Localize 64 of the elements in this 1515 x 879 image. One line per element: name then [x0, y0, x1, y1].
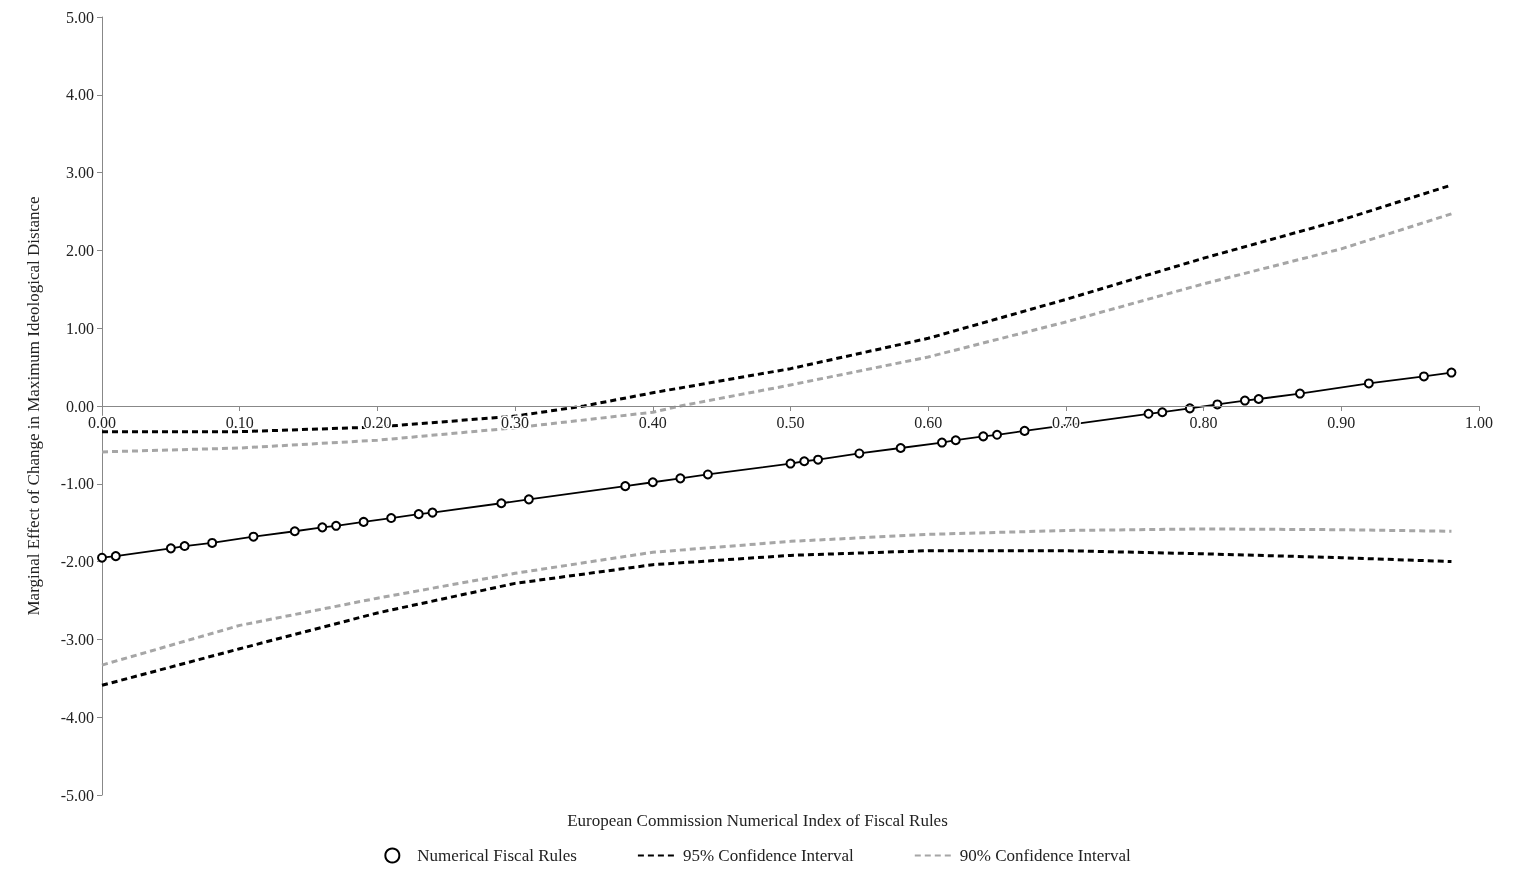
point: [1184, 403, 1195, 414]
point: [523, 494, 534, 505]
legend-label: Numerical Fiscal Rules: [417, 846, 577, 865]
point: [1446, 367, 1457, 378]
x-tick-label: 0.80: [1189, 413, 1218, 431]
y-tick-label: 0.00: [66, 397, 94, 415]
y-axis-title: Marginal Effect of Change in Maximum Ideological Distance: [24, 196, 43, 616]
point: [1239, 395, 1250, 406]
x-tick-label: 0.10: [225, 413, 254, 431]
point: [358, 516, 369, 527]
y-tick-label: -1.00: [60, 475, 94, 493]
x-axis-title: European Commission Numerical Index of Fiscal Rules: [567, 811, 948, 830]
point: [785, 458, 796, 469]
point: [620, 481, 631, 492]
point: [647, 477, 658, 488]
point: [950, 435, 961, 446]
x-tick-label: 0.60: [914, 413, 943, 431]
y-tick-label: 1.00: [66, 319, 94, 337]
x-tick-label: 1.00: [1465, 413, 1493, 431]
legend-label: 90% Confidence Interval: [959, 846, 1131, 865]
point: [331, 520, 342, 531]
point: [317, 522, 328, 533]
point: [895, 443, 906, 454]
point: [496, 498, 507, 509]
point: [427, 507, 438, 518]
point: [179, 541, 190, 552]
legend-label: 95% Confidence Interval: [682, 846, 855, 865]
point: [1295, 388, 1305, 399]
point: [165, 543, 176, 554]
point: [1019, 425, 1030, 436]
y-tick-label: 3.00: [66, 164, 94, 182]
point: [936, 437, 947, 448]
y-tick-label: -5.00: [60, 786, 94, 804]
y-tick-label: 2.00: [66, 241, 94, 259]
point: [1418, 371, 1429, 382]
x-tick-label: 0.00: [88, 413, 116, 431]
y-tick-label: -3.00: [60, 630, 94, 648]
point: [702, 469, 713, 480]
point: [854, 448, 865, 459]
y-tick-label: 4.00: [66, 86, 94, 104]
x-tick-label: 0.90: [1327, 413, 1356, 431]
x-tick-label: 0.30: [501, 413, 530, 431]
y-tick-label: 5.00: [66, 8, 94, 26]
y-tick-label: -4.00: [60, 708, 94, 726]
point: [992, 429, 1003, 440]
point: [386, 513, 397, 524]
x-tick-label: 0.40: [638, 413, 667, 431]
point: [813, 454, 824, 465]
point: [675, 473, 686, 484]
point: [413, 509, 424, 520]
point: [289, 526, 300, 537]
point: [1157, 407, 1168, 418]
point: [1363, 378, 1374, 389]
point: [799, 456, 810, 467]
point: [978, 431, 989, 442]
point: [1143, 408, 1154, 419]
point: [110, 551, 121, 562]
point: [97, 552, 107, 563]
point: [207, 537, 218, 548]
x-tick-label: 0.20: [363, 413, 392, 431]
y-tick-label: -2.00: [60, 553, 94, 571]
x-tick-label: 0.50: [776, 413, 805, 431]
point: [1253, 394, 1264, 404]
point: [248, 531, 259, 542]
